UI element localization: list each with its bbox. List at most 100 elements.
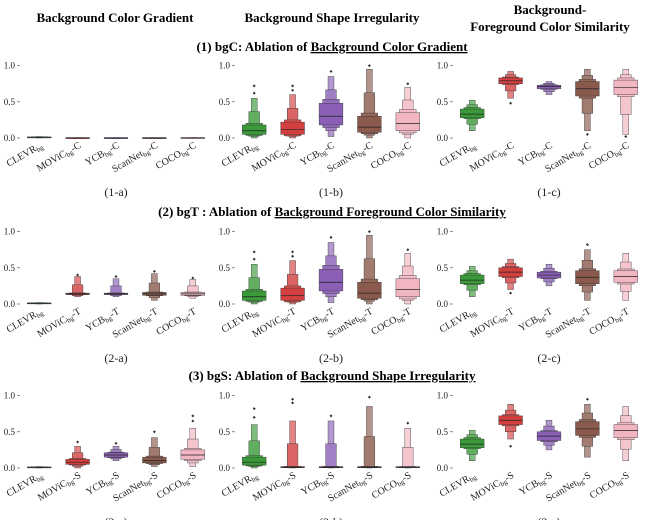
- y-tick-label: 0.5: [4, 97, 16, 107]
- outlier-point: [76, 273, 80, 277]
- y-tick-label: 1.0: [437, 227, 449, 237]
- boxen-box: [180, 449, 205, 460]
- section-title: (3) bgS: Ablation of Background Shape Ir…: [188, 368, 476, 383]
- outlier-point: [291, 397, 295, 401]
- outlier-point: [585, 397, 589, 401]
- y-tick-label: 1.0: [219, 227, 231, 237]
- boxen-box: [575, 421, 600, 436]
- y-tick-label: 0.5: [219, 97, 231, 107]
- x-tick-label: MOViCbg-T: [468, 306, 516, 341]
- x-tick-label: COCObg-C: [154, 140, 199, 173]
- y-tick-label: 0.0: [4, 133, 16, 143]
- outlier-point: [152, 269, 156, 273]
- x-tick-label: MOViCbg-T: [35, 306, 83, 341]
- y-tick-label: 0.5: [219, 427, 231, 437]
- outlier-point: [291, 401, 295, 405]
- outlier-point: [252, 250, 256, 254]
- x-tick-label: COCObg-C: [587, 140, 632, 173]
- y-tick-label: 0.0: [437, 463, 449, 473]
- x-tick-label: MOViCbg-S: [469, 470, 517, 504]
- outlier-point: [291, 254, 295, 258]
- y-tick-label: 0.5: [437, 427, 449, 437]
- column-title: Background Shape Irregularity: [244, 10, 420, 25]
- x-tick-label: MOViCbg-C: [250, 140, 299, 175]
- chart-panel: 0.00.51.0CLEVRbgMOViCbg-TYCBbg-TScanNetb…: [4, 227, 205, 365]
- section-title-emphasis: Background Foreground Color Similarity: [275, 204, 507, 219]
- y-tick-label: 1.0: [437, 61, 449, 71]
- chart-panel: 0.00.51.0CLEVRbgMOViCbg-TYCBbg-TScanNetb…: [219, 227, 420, 365]
- outlier-point: [585, 243, 589, 247]
- outlier-point: [367, 230, 371, 234]
- boxen-box: [357, 282, 382, 299]
- x-tick-label: COCObg-S: [588, 470, 632, 502]
- outlier-point: [252, 84, 256, 88]
- column-title: Background-: [514, 2, 587, 17]
- chart-panel: 0.00.51.0CLEVRbgMOViCbg-SYCBbg-SScanNetb…: [219, 391, 420, 520]
- boxen-box: [248, 440, 260, 467]
- outlier-point: [509, 101, 513, 105]
- panel-label: (3-a): [104, 515, 127, 520]
- x-tick-label: COCObg-T: [369, 306, 413, 339]
- y-tick-label: 0.0: [219, 463, 231, 473]
- y-tick-label: 1.0: [4, 61, 16, 71]
- boxen-box: [242, 124, 267, 135]
- outlier-point: [406, 421, 410, 425]
- chart-panel: 0.00.51.0CLEVRbgMOViCbg-SYCBbg-SScanNetb…: [437, 391, 638, 520]
- x-tick-label: COCObg-T: [154, 306, 198, 339]
- x-tick-label: MOViCbg-T: [250, 306, 298, 341]
- boxen-box: [148, 282, 160, 299]
- y-tick-label: 1.0: [437, 391, 449, 401]
- outlier-point: [406, 82, 410, 86]
- boxen-box: [395, 278, 420, 297]
- boxen-box: [318, 269, 344, 292]
- y-tick-label: 0.5: [437, 97, 449, 107]
- panel-label: (2-a): [104, 351, 127, 365]
- chart-panel: 0.00.51.0CLEVRbgMOViCbg-CYCBbg-CScanNetb…: [219, 61, 420, 199]
- x-tick-label: MOViCbg-S: [251, 470, 299, 504]
- y-tick-label: 0.0: [437, 299, 449, 309]
- x-tick-label: MOViCbg-C: [468, 140, 517, 175]
- section-title-prefix: (1) bgC: Ablation of: [196, 39, 310, 54]
- section-title-emphasis: Background Color Gradient: [311, 39, 469, 54]
- outlier-point: [291, 250, 295, 254]
- outlier-point: [191, 414, 195, 418]
- boxen-box: [460, 438, 485, 448]
- chart-panel: 0.00.51.0CLEVRbgMOViCbg-CYCBbg-CScanNetb…: [437, 61, 638, 199]
- outlier-point: [509, 291, 513, 295]
- y-tick-label: 0.0: [219, 133, 231, 143]
- outlier-point: [114, 441, 118, 445]
- boxen-box: [287, 443, 299, 469]
- outlier-point: [252, 257, 256, 261]
- x-tick-label: MOViCbg-C: [35, 140, 84, 175]
- y-tick-label: 0.5: [4, 263, 16, 273]
- boxen-box: [72, 284, 84, 296]
- outlier-point: [367, 395, 371, 399]
- section-title-emphasis: Background Shape Irregularity: [300, 368, 476, 383]
- outlier-point: [114, 274, 118, 278]
- outlier-point: [291, 88, 295, 92]
- boxen-box: [242, 456, 267, 466]
- outlier-point: [329, 235, 333, 239]
- x-tick-label: COCObg-T: [587, 306, 631, 339]
- outlier-point: [329, 414, 333, 418]
- boxen-box: [536, 84, 562, 89]
- outlier-point: [624, 135, 628, 139]
- boxen-box: [318, 103, 344, 126]
- panel-label: (2-b): [319, 351, 343, 365]
- panel-label: (2-c): [537, 351, 560, 365]
- y-tick-label: 0.5: [219, 263, 231, 273]
- boxen-box: [460, 108, 485, 118]
- y-tick-label: 0.0: [219, 299, 231, 309]
- section-title-prefix: (3) bgS: Ablation of: [188, 368, 300, 383]
- boxen-box: [357, 116, 382, 133]
- column-title: Foreground Color Similarity: [470, 19, 630, 34]
- boxen-box: [187, 285, 199, 297]
- chart-panel: 0.00.51.0CLEVRbgMOViCbg-SYCBbg-SScanNetb…: [4, 391, 205, 520]
- column-title: Background Color Gradient: [37, 10, 195, 25]
- outlier-point: [76, 440, 80, 444]
- y-tick-label: 1.0: [4, 391, 16, 401]
- boxen-box: [363, 436, 375, 469]
- boxen-box: [110, 285, 122, 296]
- outlier-point: [252, 407, 256, 411]
